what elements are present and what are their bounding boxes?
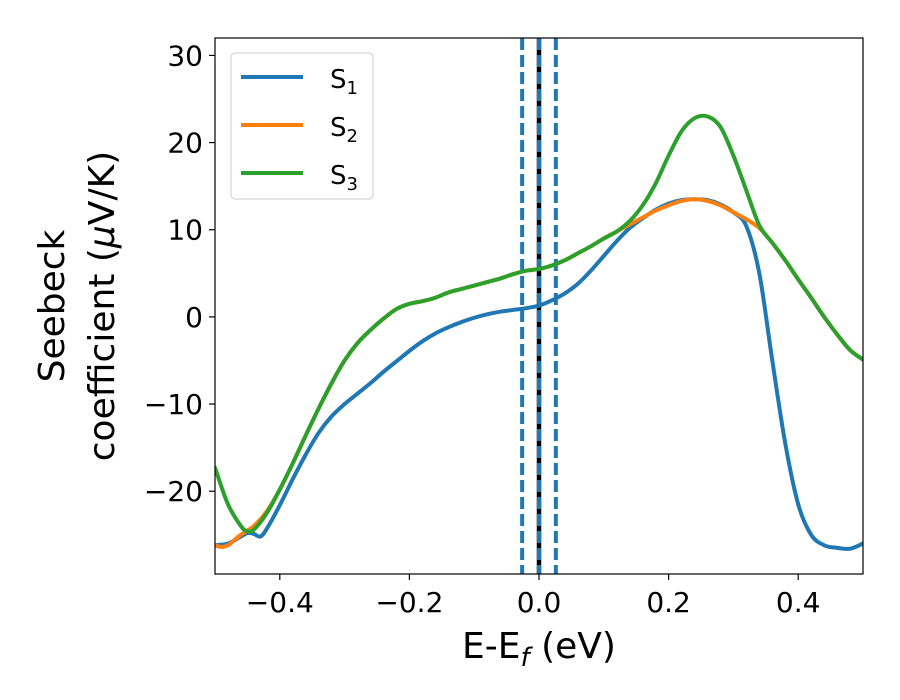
x-tick-label: −0.4 xyxy=(246,586,314,619)
y-axis-ticks: −20 −10 0 10 20 30 xyxy=(144,39,215,508)
y-tick-label: 10 xyxy=(167,214,203,247)
x-axis-ticks: −0.4 −0.2 0.0 0.2 0.4 xyxy=(246,574,821,619)
y-axis-title-line1: Seebeck xyxy=(32,229,73,382)
legend: S1 S2 S3 xyxy=(230,52,374,200)
x-axis-title: E-Ef (eV) xyxy=(462,626,616,673)
x-tick-label: 0.0 xyxy=(517,586,562,619)
x-tick-label: 0.4 xyxy=(776,586,821,619)
y-tick-label: −20 xyxy=(144,475,203,508)
legend-label-s2: S2 xyxy=(330,113,358,147)
y-tick-label: 0 xyxy=(185,301,203,334)
series-line-s1 xyxy=(215,197,863,551)
y-tick-label: 20 xyxy=(167,127,203,160)
y-tick-label: 30 xyxy=(167,39,203,72)
y-tick-label: −10 xyxy=(144,388,203,421)
y-axis-title-line2: coefficient (μV/K) xyxy=(82,151,123,461)
y-axis-title: Seebeck coefficient (μV/K) xyxy=(32,151,123,461)
legend-label-s3: S3 xyxy=(330,161,358,195)
series-line-s3 xyxy=(215,113,863,534)
legend-label-s1: S1 xyxy=(330,65,358,99)
x-tick-label: 0.2 xyxy=(646,586,691,619)
x-tick-label: −0.2 xyxy=(375,586,443,619)
series-lines xyxy=(215,113,863,551)
